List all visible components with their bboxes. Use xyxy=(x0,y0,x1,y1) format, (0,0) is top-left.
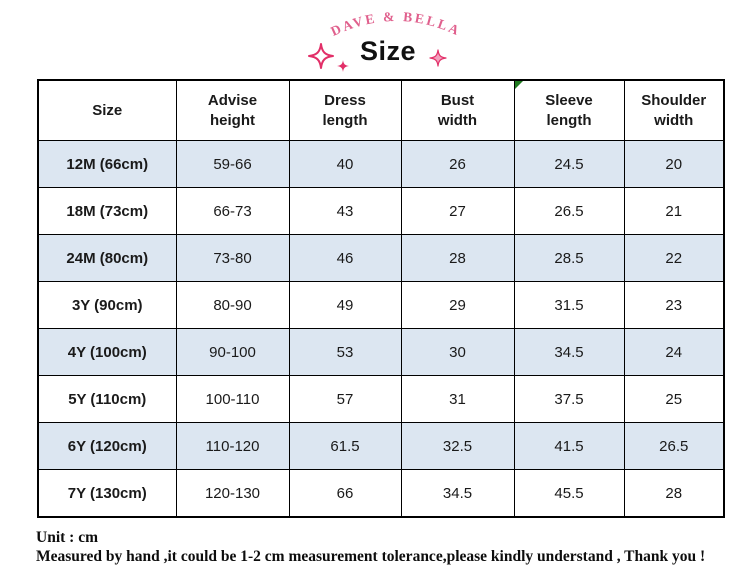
value-cell: 24.5 xyxy=(513,140,625,188)
value-cell: 40 xyxy=(288,140,402,188)
cell-note-marker-green-icon xyxy=(514,81,523,89)
column-header-sleeve-length: Sleeve length xyxy=(513,79,625,141)
value-cell: 28.5 xyxy=(513,234,625,282)
value-cell: 66-73 xyxy=(175,187,290,235)
value-cell: 46 xyxy=(288,234,402,282)
column-header-size: Size xyxy=(37,79,177,141)
value-cell: 21 xyxy=(623,187,725,235)
value-cell: 26.5 xyxy=(623,422,725,470)
value-cell: 23 xyxy=(623,281,725,329)
value-cell: 73-80 xyxy=(175,234,290,282)
sparkle-small-icon xyxy=(337,60,349,72)
value-cell: 28 xyxy=(623,469,725,518)
value-cell: 100-110 xyxy=(175,375,290,423)
value-cell: 59-66 xyxy=(175,140,290,188)
column-header-shoulder-width: Shoulder width xyxy=(623,79,725,141)
value-cell: 120-130 xyxy=(175,469,290,518)
value-cell: 31 xyxy=(400,375,515,423)
column-header-advise-height: Advise height xyxy=(175,79,290,141)
value-cell: 27 xyxy=(400,187,515,235)
sparkle-left-icon xyxy=(308,43,349,72)
value-cell: 20 xyxy=(623,140,725,188)
value-cell: 32.5 xyxy=(400,422,515,470)
table-row: 5Y (110cm) 100-110 57 31 37.5 25 xyxy=(37,375,725,423)
value-cell: 30 xyxy=(400,328,515,376)
value-cell: 24 xyxy=(623,328,725,376)
value-cell: 34.5 xyxy=(400,469,515,518)
table-row: 4Y (100cm) 90-100 53 30 34.5 24 xyxy=(37,328,725,376)
value-cell: 41.5 xyxy=(513,422,625,470)
value-cell: 26 xyxy=(400,140,515,188)
brand-arc-text: DAVE & BELLA xyxy=(328,9,463,39)
value-cell: 61.5 xyxy=(288,422,402,470)
table-row: 24M (80cm) 73-80 46 28 28.5 22 xyxy=(37,234,725,282)
value-cell: 25 xyxy=(623,375,725,423)
size-cell: 18M (73cm) xyxy=(37,187,177,235)
page-title: Size xyxy=(359,36,417,66)
value-cell: 49 xyxy=(288,281,402,329)
brand-name: DAVE & BELLA xyxy=(328,9,461,39)
size-cell: 3Y (90cm) xyxy=(37,281,177,329)
value-cell: 37.5 xyxy=(513,375,625,423)
value-cell: 31.5 xyxy=(513,281,625,329)
unit-note: Unit : cm xyxy=(36,529,98,546)
value-cell: 80-90 xyxy=(175,281,290,329)
value-cell: 28 xyxy=(400,234,515,282)
value-cell: 45.5 xyxy=(513,469,625,518)
table-row: 3Y (90cm) 80-90 49 29 31.5 23 xyxy=(37,281,725,329)
size-table: Size Advise height Dress length Bust wid… xyxy=(37,79,725,518)
table-row: 12M (66cm) 59-66 40 26 24.5 20 xyxy=(37,140,725,188)
column-header-bust-width: Bust width xyxy=(400,79,515,141)
value-cell: 90-100 xyxy=(175,328,290,376)
value-cell: 34.5 xyxy=(513,328,625,376)
table-row: 6Y (120cm) 110-120 61.5 32.5 41.5 26.5 xyxy=(37,422,725,470)
footer-notes: Unit : cm Measured by hand ,it could be … xyxy=(36,528,746,566)
tolerance-note: Measured by hand ,it could be 1-2 cm mea… xyxy=(36,548,706,565)
sparkle-right-icon xyxy=(429,49,447,67)
size-cell: 12M (66cm) xyxy=(37,140,177,188)
svg-text:DAVE & BELLA: DAVE & BELLA xyxy=(328,9,463,39)
column-header-dress-length: Dress length xyxy=(288,79,402,141)
sparkle-large-icon xyxy=(308,43,334,69)
table-row: 18M (73cm) 66-73 43 27 26.5 21 xyxy=(37,187,725,235)
size-cell: 7Y (130cm) xyxy=(37,469,177,518)
value-cell: 57 xyxy=(288,375,402,423)
value-cell: 66 xyxy=(288,469,402,518)
size-cell: 24M (80cm) xyxy=(37,234,177,282)
size-cell: 4Y (100cm) xyxy=(37,328,177,376)
value-cell: 22 xyxy=(623,234,725,282)
value-cell: 43 xyxy=(288,187,402,235)
size-cell: 5Y (110cm) xyxy=(37,375,177,423)
column-header-label: Sleeve length xyxy=(545,92,593,129)
header-row: Size Advise height Dress length Bust wid… xyxy=(37,79,725,141)
value-cell: 110-120 xyxy=(175,422,290,470)
value-cell: 29 xyxy=(400,281,515,329)
table-row: 7Y (130cm) 120-130 66 34.5 45.5 28 xyxy=(37,469,725,518)
value-cell: 26.5 xyxy=(513,187,625,235)
size-cell: 6Y (120cm) xyxy=(37,422,177,470)
value-cell: 53 xyxy=(288,328,402,376)
